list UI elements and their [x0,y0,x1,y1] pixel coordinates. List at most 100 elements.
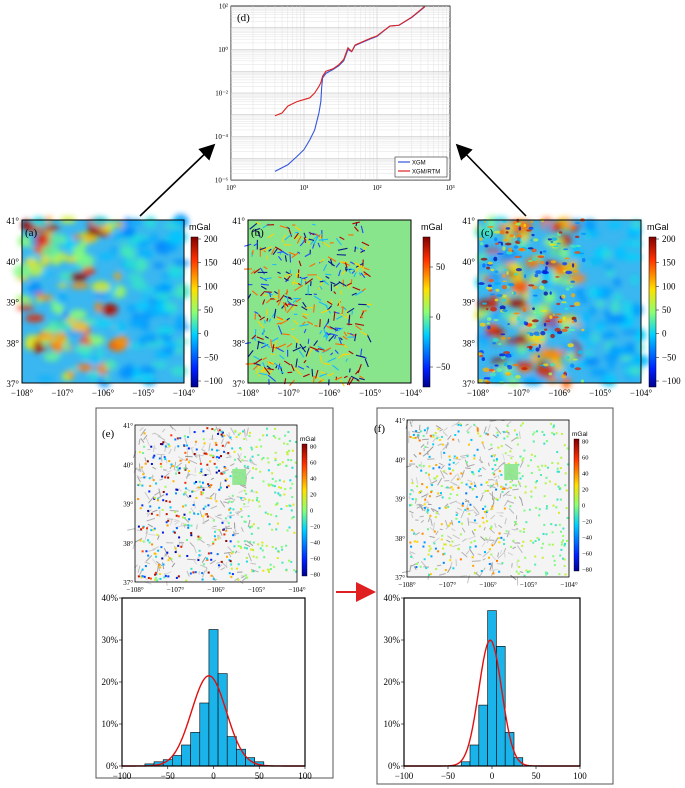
anomaly-stroke [286,289,288,295]
residual-point [456,456,459,459]
field-blob [607,357,615,371]
residual-point [157,497,160,500]
anomaly-stroke [284,275,287,279]
residual-point [164,476,167,479]
residual-point [443,543,446,546]
field-blob [586,229,600,238]
residual-point [237,578,240,581]
residual-point [563,444,566,447]
relief-stroke [460,574,468,577]
residual-point [532,541,535,544]
relief-stroke [208,443,211,452]
residual-point [411,498,414,501]
residual-point [245,556,248,559]
detail-blob [529,345,532,351]
anomaly-stroke [346,282,353,286]
relief-stroke [134,537,143,543]
y-tick-label: 0% [388,761,401,771]
anomaly-stroke [318,377,325,382]
detail-blob [523,320,526,325]
detail-blob [502,280,507,283]
residual-point [495,497,498,500]
relief-stroke [504,517,507,525]
residual-point [423,558,426,561]
relief-stroke [223,501,230,504]
anomaly-stroke [286,305,294,314]
field-blob [75,363,94,372]
relief-stroke [160,455,163,462]
field-blob [569,249,585,260]
residual-point [546,572,549,575]
residual-point [430,491,433,494]
anomaly-stroke [343,331,348,337]
anomaly-stroke [302,301,307,308]
lat-tick: 37° [6,379,19,389]
relief-stroke [145,555,153,562]
field-blob [114,335,129,349]
relief-stroke [465,503,469,511]
residual-point [418,439,421,442]
detail-blob [497,241,502,244]
colorbar-label: −40 [310,540,320,547]
field-blob [135,302,150,310]
residual-point [267,512,270,515]
residual-point [266,457,269,460]
anomaly-stroke [273,340,278,351]
field-blob [131,235,149,241]
lat-tick: 38° [462,338,475,348]
anomaly-stroke [355,323,365,326]
relief-stroke [502,453,506,461]
relief-stroke [512,488,519,491]
residual-point [150,512,153,515]
residual-point [466,455,469,458]
residual-point [281,461,284,464]
residual-point [270,483,273,486]
anomaly-stroke [321,241,331,248]
residual-point [558,573,561,576]
residual-point [471,471,474,474]
relief-stroke [453,483,460,487]
residual-point [184,523,187,526]
detail-blob [504,242,512,246]
residual-point [232,534,235,537]
residual-point [143,432,146,435]
residual-point [142,526,145,529]
anomaly-stroke [323,333,328,338]
lon-tick: −105° [520,581,537,589]
y-tick-label: 40% [384,593,401,603]
relief-stroke [489,562,493,571]
relief-stroke [435,530,439,536]
relief-stroke [489,419,496,422]
residual-point [243,520,246,523]
arrow-a-to-d [139,143,216,217]
relief-stroke [409,551,416,555]
residual-point [435,568,438,571]
detail-blob [531,257,538,262]
residual-point [192,571,195,574]
field-blob [477,253,487,262]
residual-point [550,523,553,526]
relief-stroke [159,478,164,481]
detail-blob [531,319,539,323]
residual-point [434,547,437,550]
field-blob [610,300,620,314]
anomaly-stroke [282,301,287,312]
anomaly-stroke [302,321,306,326]
panel-d-y-tick: 10² [219,3,228,11]
residual-point [514,484,517,487]
relief-stroke [409,552,414,559]
relief-stroke [225,525,227,530]
field-blob [607,314,628,324]
anomaly-stroke [299,343,307,353]
residual-point [280,545,283,548]
residual-point [419,565,422,568]
residual-point [415,562,418,565]
residual-point [509,450,512,453]
anomaly-stroke [337,352,346,359]
field-blob [16,304,35,311]
residual-point [141,568,144,571]
residual-point [521,475,524,478]
residual-point [152,456,155,459]
residual-point [205,453,208,456]
detail-blob [479,237,483,241]
